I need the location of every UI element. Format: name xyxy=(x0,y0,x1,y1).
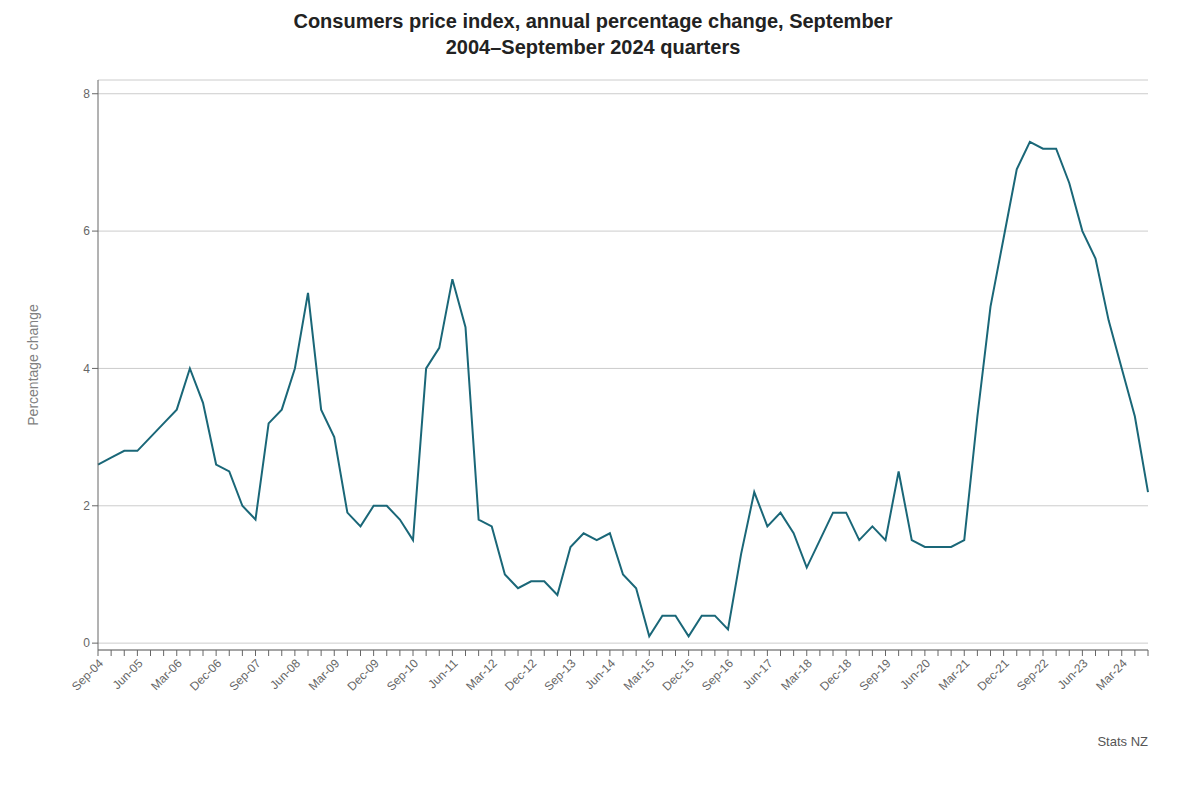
svg-text:Jun-20: Jun-20 xyxy=(897,656,933,692)
svg-text:6: 6 xyxy=(83,224,90,238)
svg-text:Sep-07: Sep-07 xyxy=(226,656,263,693)
svg-text:Jun-23: Jun-23 xyxy=(1055,656,1091,692)
svg-text:Dec-06: Dec-06 xyxy=(187,656,224,693)
html-text:2004–September 2024 quarters: 2004–September 2024 quarters xyxy=(445,36,741,58)
svg-text:0: 0 xyxy=(83,636,90,650)
svg-text:Mar-21: Mar-21 xyxy=(936,656,973,693)
svg-text:Mar-15: Mar-15 xyxy=(621,656,658,693)
svg-text:Jun-05: Jun-05 xyxy=(110,656,146,692)
svg-text:Jun-11: Jun-11 xyxy=(425,656,460,691)
svg-text:4: 4 xyxy=(83,362,90,376)
svg-text:Sep-04: Sep-04 xyxy=(69,656,106,693)
svg-text:Dec-18: Dec-18 xyxy=(817,656,854,693)
svg-text:Mar-12: Mar-12 xyxy=(463,656,500,693)
html-text:Consumers price index, annual: Consumers price index, annual percentage… xyxy=(293,10,893,32)
svg-text:Percentage change: Percentage change xyxy=(25,304,41,426)
svg-text:Dec-09: Dec-09 xyxy=(345,656,382,693)
svg-text:Dec-15: Dec-15 xyxy=(660,656,697,693)
svg-text:Jun-17: Jun-17 xyxy=(740,656,776,692)
svg-text:Mar-06: Mar-06 xyxy=(148,656,185,693)
svg-text:Jun-08: Jun-08 xyxy=(267,656,303,692)
svg-text:Mar-18: Mar-18 xyxy=(778,656,815,693)
svg-text:8: 8 xyxy=(83,87,90,101)
svg-text:Sep-13: Sep-13 xyxy=(541,656,578,693)
svg-text:Mar-09: Mar-09 xyxy=(306,656,343,693)
svg-text:2: 2 xyxy=(83,499,90,513)
svg-text:Dec-12: Dec-12 xyxy=(502,656,539,693)
svg-text:Sep-16: Sep-16 xyxy=(699,656,736,693)
svg-text:Dec-21: Dec-21 xyxy=(975,656,1012,693)
svg-text:Sep-10: Sep-10 xyxy=(384,656,421,693)
svg-text:Sep-22: Sep-22 xyxy=(1014,656,1051,693)
svg-text:Jun-14: Jun-14 xyxy=(582,656,618,692)
svg-text:Mar-24: Mar-24 xyxy=(1093,656,1130,693)
svg-text:Sep-19: Sep-19 xyxy=(856,656,893,693)
html-text:Stats NZ: Stats NZ xyxy=(1097,734,1148,749)
